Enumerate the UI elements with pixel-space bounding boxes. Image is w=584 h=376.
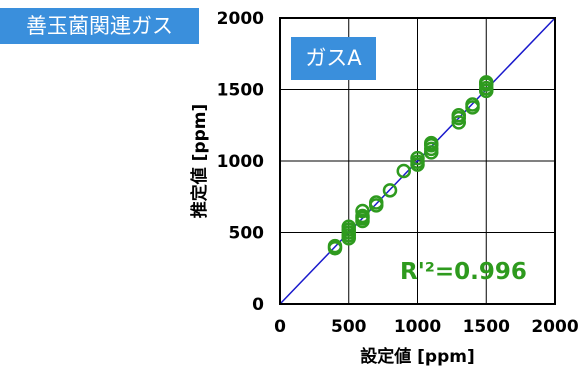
- r-squared-annotation: R'²=0.996: [400, 259, 527, 285]
- reference-line: [279, 17, 556, 305]
- y-tick-label: 1000: [217, 152, 264, 172]
- data-point: [355, 203, 370, 219]
- data-point: [451, 115, 466, 130]
- x-tick-labels: 0 500 1000 1500 2000: [274, 317, 579, 337]
- y-axis-title: 推定値 [ppm]: [189, 104, 210, 219]
- corner-label: 善玉菌関連ガス: [0, 8, 199, 44]
- x-tick-label: 500: [331, 317, 367, 337]
- x-tick-label: 2000: [531, 317, 578, 337]
- y-tick-label: 0: [252, 295, 264, 315]
- y-tick-labels: 0 500 1000 1500 2000: [217, 9, 264, 315]
- data-point: [341, 219, 356, 235]
- data-point: [355, 208, 370, 224]
- data-point: [479, 75, 494, 90]
- x-tick-label: 0: [274, 317, 286, 337]
- plot-frame: [279, 17, 556, 305]
- data-points: [327, 75, 494, 256]
- x-axis-title: 設定値 [ppm]: [360, 346, 475, 367]
- data-point: [410, 150, 425, 166]
- y-tick-label: 2000: [217, 9, 264, 29]
- x-tick-label: 1000: [394, 317, 441, 337]
- x-tick-label: 1500: [463, 317, 510, 337]
- data-point: [382, 183, 398, 198]
- data-point: [396, 163, 411, 179]
- data-point: [369, 195, 384, 210]
- y-tick-label: 1500: [217, 81, 264, 101]
- data-point: [327, 238, 343, 254]
- gas-badge: ガスA: [291, 37, 376, 80]
- y-tick-label: 500: [229, 224, 265, 244]
- data-point: [465, 97, 480, 112]
- data-point: [451, 107, 466, 123]
- data-point: [424, 135, 439, 151]
